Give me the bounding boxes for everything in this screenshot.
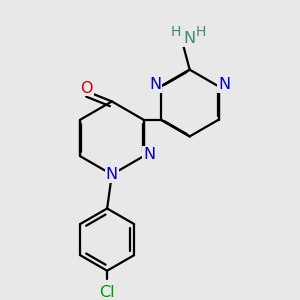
- Text: N: N: [149, 77, 161, 92]
- Text: N: N: [106, 167, 118, 182]
- Text: N: N: [183, 32, 195, 46]
- Text: O: O: [80, 81, 93, 96]
- Text: N: N: [218, 77, 230, 92]
- Text: H: H: [170, 25, 181, 39]
- Text: H: H: [196, 25, 206, 39]
- Text: Cl: Cl: [99, 284, 115, 299]
- Text: N: N: [143, 147, 155, 162]
